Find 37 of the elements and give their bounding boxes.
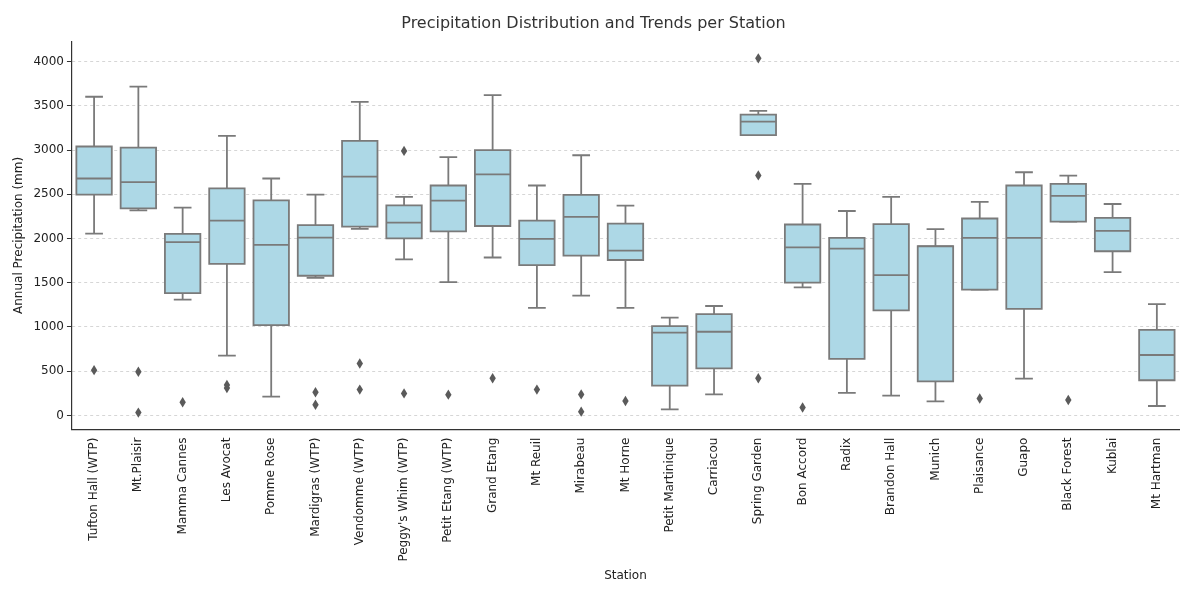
x-tick-label: Peggy's Whim (WTP) (396, 437, 411, 562)
x-tick-label: Mardigras (WTP) (307, 437, 322, 537)
y-axis-title: Annual Precipitation (mm) (11, 156, 26, 314)
x-tick-label: Radix (839, 437, 854, 472)
x-tick-label: Mt Reuil (529, 437, 544, 486)
x-tick-label: Kublai (1104, 437, 1119, 475)
x-tick-label: Munich (927, 437, 942, 481)
x-tick-label: Grand Etang (484, 437, 499, 514)
y-tick-label: 500 (41, 363, 64, 378)
x-axis-title: Station (604, 567, 647, 582)
x-tick-label: Mamma Cannes (174, 437, 189, 535)
x-tick-label: Mirabeau (573, 437, 588, 494)
y-tick-label: 2500 (33, 186, 64, 201)
x-tick-label: Mt.Plaisir (130, 437, 145, 493)
x-tick-label: Plaisance (971, 437, 986, 495)
x-tick-label: Carriacou (706, 437, 721, 496)
x-tick-label: Spring Garden (750, 437, 765, 525)
x-tick-label: Petit Etang (WTP) (440, 437, 455, 543)
x-tick-label: Pomme Rose (263, 437, 278, 516)
y-tick-label: 3000 (33, 142, 64, 157)
y-tick-label: 1000 (33, 319, 64, 334)
x-tick-label: Bon Accord (794, 437, 809, 506)
x-tick-label: Brandon Hall (883, 437, 898, 516)
chart-title: Precipitation Distribution and Trends per Station (401, 12, 786, 32)
y-tick-label: 1500 (33, 274, 64, 289)
y-tick-label: 2000 (33, 230, 64, 245)
x-tick-label: Tufton Hall (WTP) (86, 437, 101, 542)
x-tick-label: Mt Horne (617, 437, 632, 493)
x-tick-label: Petit Martinique (661, 437, 676, 533)
y-tick-label: 3500 (33, 97, 64, 112)
x-tick-label: Les Avocat (219, 437, 234, 503)
y-tick-label: 0 (56, 407, 64, 422)
x-tick-label: Vendomme (WTP) (351, 437, 366, 546)
x-tick-label: Black Forest (1060, 437, 1075, 511)
y-tick-label: 4000 (33, 53, 64, 68)
x-tick-label: Guapo (1016, 437, 1031, 477)
x-tick-label: Mt Hartman (1148, 437, 1163, 510)
